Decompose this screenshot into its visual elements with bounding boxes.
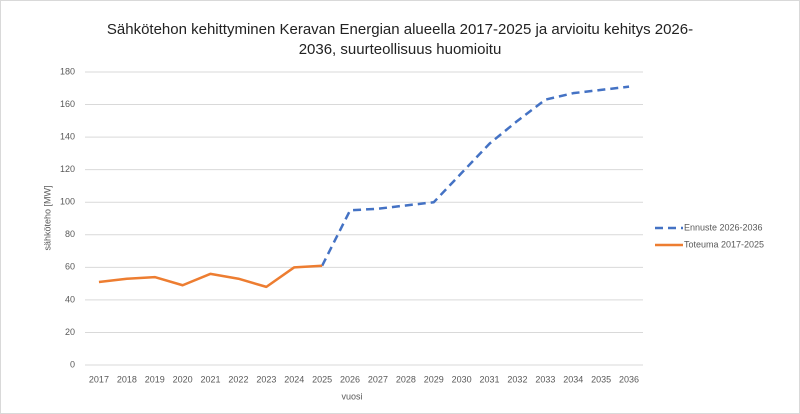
- y-tick-label: 120: [60, 164, 75, 174]
- legend-label: Toteuma 2017-2025: [684, 239, 764, 249]
- x-tick-label: 2018: [117, 374, 137, 384]
- y-tick-label: 60: [65, 262, 75, 272]
- x-tick-label: 2036: [619, 374, 639, 384]
- x-tick-label: 2030: [452, 374, 472, 384]
- x-tick-label: 2033: [535, 374, 555, 384]
- x-tick-label: 2022: [228, 374, 248, 384]
- data-line: [98, 264, 323, 289]
- data-line: [321, 85, 630, 267]
- y-tick-label: 80: [65, 229, 75, 239]
- y-tick-label: 100: [60, 197, 75, 207]
- y-tick-label: 180: [60, 66, 75, 76]
- x-tick-label: 2027: [368, 374, 388, 384]
- x-tick-label: 2028: [396, 374, 416, 384]
- x-tick-label: 2031: [480, 374, 500, 384]
- x-tick-label: 2017: [89, 374, 109, 384]
- x-tick-label: 2026: [340, 374, 360, 384]
- x-tick-label: 2034: [563, 374, 583, 384]
- x-tick-label: 2021: [201, 374, 221, 384]
- x-tick-label: 2035: [591, 374, 611, 384]
- x-axis-label: vuosi: [341, 391, 362, 401]
- x-tick-label: 2029: [424, 374, 444, 384]
- y-axis-label: sähköteho [MW]: [42, 185, 52, 250]
- y-tick-label: 20: [65, 327, 75, 337]
- x-tick-label: 2019: [145, 374, 165, 384]
- x-tick-label: 2020: [173, 374, 193, 384]
- x-tick-label: 2025: [312, 374, 332, 384]
- x-tick-label: 2032: [507, 374, 527, 384]
- y-tick-label: 0: [70, 359, 75, 369]
- y-tick-label: 160: [60, 99, 75, 109]
- x-tick-label: 2023: [256, 374, 276, 384]
- y-tick-label: 40: [65, 294, 75, 304]
- legend-label: Ennuste 2026-2036: [684, 222, 763, 232]
- y-tick-label: 140: [60, 131, 75, 141]
- chart-title: Sähkötehon kehittyminen Keravan Energian…: [106, 21, 694, 58]
- x-tick-label: 2024: [284, 374, 304, 384]
